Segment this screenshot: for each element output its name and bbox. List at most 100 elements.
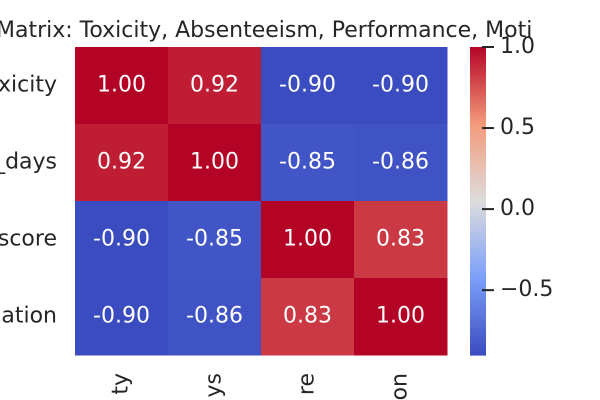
cell-label: -0.90	[93, 227, 150, 252]
colorbar-segment	[470, 99, 486, 104]
colorbar-segment	[470, 201, 486, 205]
x-tick-label: ty	[109, 373, 134, 395]
cell-label: 0.83	[376, 227, 425, 252]
colorbar-segment	[470, 256, 486, 261]
colorbar-segment	[470, 185, 486, 190]
colorbar-segment	[470, 259, 486, 264]
colorbar-segment	[470, 173, 486, 177]
colorbar-segment	[470, 345, 486, 350]
colorbar-segment	[470, 314, 486, 319]
colorbar-segment	[470, 228, 486, 233]
colorbar-segment	[470, 274, 486, 279]
colorbar-segment	[470, 321, 486, 325]
colorbar-segment	[470, 231, 486, 236]
colorbar-segment	[470, 318, 486, 322]
colorbar-segment	[470, 191, 486, 196]
cell-label: -0.86	[372, 150, 429, 175]
colorbar-segment	[470, 139, 486, 144]
colorbar-segment	[470, 68, 486, 73]
colorbar-segment	[470, 268, 486, 273]
colorbar-segment	[470, 93, 486, 97]
colorbar-segment	[470, 74, 486, 79]
colorbar-segment	[470, 284, 486, 288]
heatmap-cell	[168, 47, 262, 125]
cell-label: -0.90	[93, 304, 150, 329]
heatmap-cell	[168, 124, 262, 202]
colorbar-segment	[470, 167, 486, 171]
colorbar-tick-label: 1.0	[500, 34, 535, 59]
colorbar-segment	[470, 124, 486, 128]
cell-label: -0.90	[279, 73, 336, 98]
colorbar-segment	[470, 281, 486, 285]
colorbar-segment	[470, 142, 486, 147]
colorbar-segment	[470, 225, 486, 230]
colorbar-segment	[470, 65, 486, 70]
colorbar-segment	[470, 253, 486, 258]
colorbar-segment	[470, 197, 486, 202]
colorbar-segment	[470, 333, 486, 338]
colorbar-segment	[470, 47, 486, 51]
colorbar-segment	[470, 127, 486, 131]
cell-label: 0.83	[283, 304, 332, 329]
colorbar-segment	[470, 213, 486, 217]
y-tick-label: _days	[0, 150, 57, 175]
colorbar-segment	[470, 105, 486, 110]
heatmap-cell	[75, 201, 169, 279]
colorbar-segment	[470, 348, 486, 353]
cell-label: 1.00	[190, 150, 239, 175]
heatmap-cell	[261, 47, 355, 125]
y-tick-label: score	[0, 227, 57, 252]
colorbar-segment	[470, 330, 486, 335]
heatmap-cell	[261, 278, 355, 356]
colorbar-segment	[470, 62, 486, 67]
colorbar-segment	[470, 56, 486, 60]
cell-label: -0.85	[186, 227, 243, 252]
colorbar-tick-label: 0.5	[500, 115, 535, 140]
cell-label: 1.00	[283, 227, 332, 252]
colorbar-segment	[470, 336, 486, 341]
colorbar-tick-label: −0.5	[500, 277, 553, 302]
colorbar-segment	[470, 311, 486, 316]
colorbar-segment	[470, 130, 486, 134]
colorbar-segment	[470, 324, 486, 328]
colorbar-segment	[470, 207, 486, 211]
colorbar-segment	[470, 90, 486, 94]
colorbar-segment	[470, 114, 486, 119]
colorbar-segment	[470, 179, 486, 184]
colorbar-segment	[470, 182, 486, 187]
colorbar-segment	[470, 287, 486, 291]
cell-label: -0.90	[372, 73, 429, 98]
colorbar-segment	[470, 59, 486, 63]
cell-label: 0.92	[97, 150, 146, 175]
y-tick-label: xicity	[0, 73, 57, 98]
colorbar-segment	[470, 210, 486, 214]
heatmap-cell	[75, 278, 169, 356]
cell-label: -0.85	[279, 150, 336, 175]
colorbar-segment	[470, 176, 486, 181]
colorbar-segment	[470, 216, 486, 221]
cell-label: 0.92	[190, 73, 239, 98]
heatmap-cell	[354, 47, 448, 125]
heatmap-cell	[261, 124, 355, 202]
colorbar-segment	[470, 87, 486, 91]
colorbar-segment	[470, 80, 486, 85]
colorbar-segment	[470, 188, 486, 193]
cell-label: -0.86	[186, 304, 243, 329]
x-tick-label: re	[295, 373, 320, 395]
colorbar-segment	[470, 308, 486, 313]
colorbar-segment	[470, 244, 486, 248]
colorbar-segment	[470, 108, 486, 113]
colorbar-segment	[470, 278, 486, 282]
colorbar-segment	[470, 148, 486, 153]
heatmap-cell	[75, 47, 169, 125]
colorbar-segment	[470, 50, 486, 54]
chart-title: Matrix: Toxicity, Absenteeism, Performan…	[0, 18, 532, 43]
colorbar-segment	[470, 265, 486, 270]
colorbar-segment	[470, 222, 486, 227]
colorbar-segment	[470, 305, 486, 310]
colorbar-segment	[470, 170, 486, 174]
colorbar-segment	[470, 299, 486, 304]
colorbar-segment	[470, 160, 486, 165]
colorbar-tick-label: 0.0	[500, 196, 535, 221]
